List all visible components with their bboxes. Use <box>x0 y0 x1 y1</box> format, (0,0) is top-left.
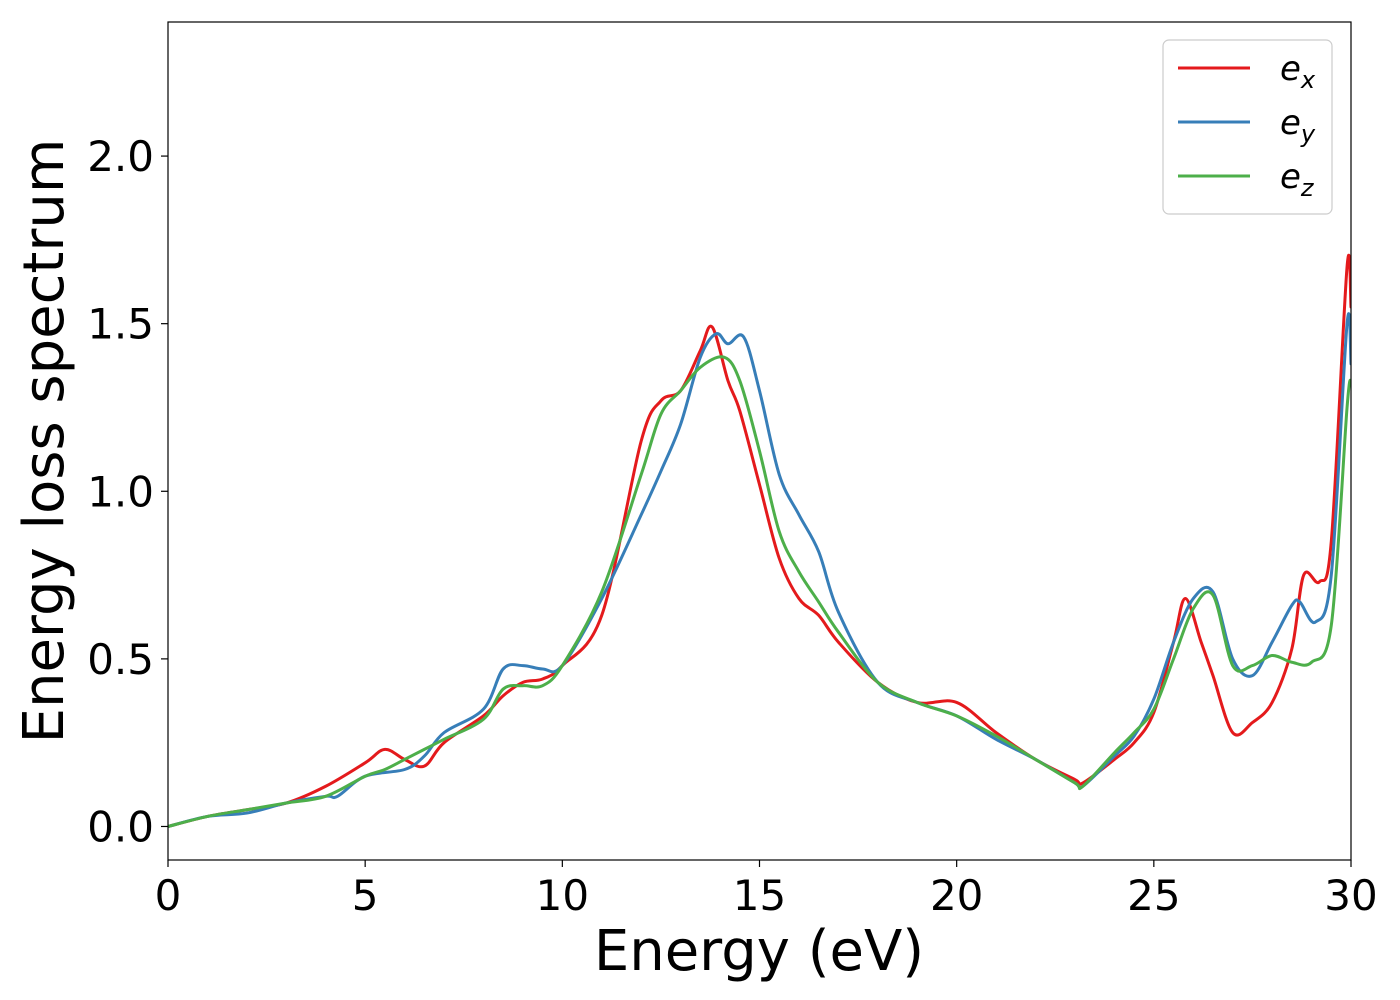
legend-item-y[interactable]: ey <box>1178 103 1316 148</box>
legend-item-z[interactable]: ez <box>1178 157 1315 202</box>
x-tick-label-5: 25 <box>1127 871 1180 920</box>
y-axis-label: Energy loss spectrum <box>12 139 77 744</box>
legend-label-y: ey <box>1280 103 1316 148</box>
series-line-z <box>168 355 1351 828</box>
y-tick-label-2: 1.0 <box>87 467 154 516</box>
legend-item-x[interactable]: ex <box>1178 49 1316 94</box>
y-tick-label-4: 2.0 <box>87 132 154 181</box>
x-tick-label-3: 15 <box>733 871 786 920</box>
legend-items: ex ey ez <box>1178 49 1316 202</box>
legend-box <box>1162 39 1333 215</box>
x-tick-label-4: 20 <box>930 871 983 920</box>
y-tick-label-1: 0.5 <box>87 635 154 684</box>
series-layer <box>168 253 1351 828</box>
x-tick-label-0: 0 <box>155 871 182 920</box>
legend-label-z: ez <box>1280 157 1315 202</box>
series-line-x <box>168 253 1351 828</box>
x-tick-label-1: 5 <box>352 871 379 920</box>
y-tick-label-3: 1.5 <box>87 300 154 349</box>
x-tick-label-6: 30 <box>1324 871 1377 920</box>
legend-label-x: ex <box>1280 49 1316 94</box>
x-tick-label-2: 10 <box>536 871 589 920</box>
legend[interactable]: ex ey ez <box>1162 39 1333 215</box>
axes-layer: 0 5 10 15 20 25 30 0.0 0.5 1.0 1.5 2.0 <box>87 132 1378 920</box>
x-axis-label: Energy (eV) <box>594 919 924 984</box>
y-tick-label-0: 0.0 <box>87 802 154 851</box>
